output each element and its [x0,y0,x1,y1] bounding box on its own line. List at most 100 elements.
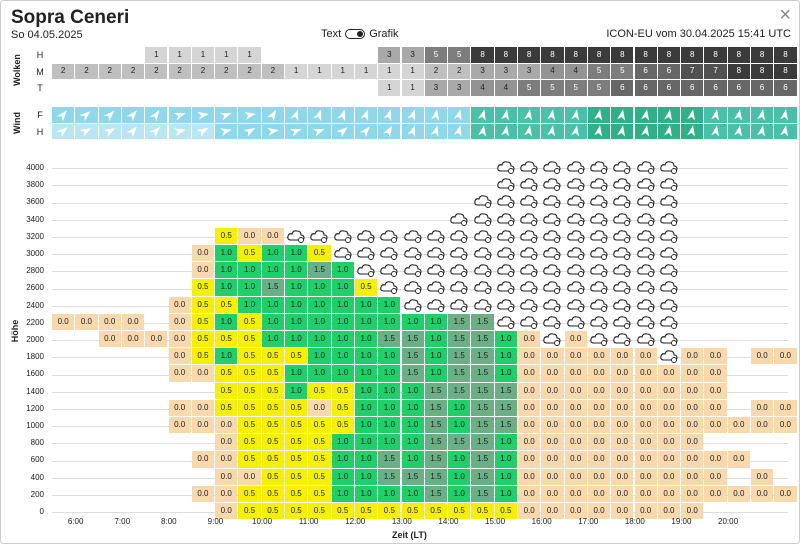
thermal-cell: 1.0 [308,348,331,365]
cloud-icon [565,159,587,175]
wind-arrow-icon [611,107,634,123]
thermal-cell: 0.5 [471,503,494,520]
cloud-cell: 3 [494,63,517,79]
thermal-cell: 0.5 [308,485,331,502]
thermal-cell: 1.0 [448,485,471,502]
thermal-cell: 1.0 [401,451,424,468]
thermal-cell: 0.0 [215,468,238,485]
thermal-cell: 0.5 [238,245,261,262]
cloud-icon [518,279,540,295]
wind-arrow-icon [448,107,471,123]
thermal-cell: 0.0 [215,417,238,434]
wind-arrow-icon [541,107,564,123]
thermal-cell: 0.0 [261,227,284,244]
thermal-cell: 1.5 [424,485,448,502]
toggle-switch[interactable] [345,29,366,39]
thermal-cell: 0.5 [215,399,238,416]
cloud-icon [611,279,633,295]
thermal-cell: 0.0 [634,451,657,468]
thermal-cell: 1.0 [331,485,354,502]
y-tick-label: 1000 [26,421,44,430]
cloud-icon [471,211,493,227]
y-tick-label: 1800 [26,352,44,362]
cloud-icon [448,245,470,261]
wind-arrow-icon [261,107,284,123]
wind-arrow-icon [145,123,168,139]
thermal-cell: 0.0 [751,417,774,434]
cloud-icon [448,262,470,278]
cloud-icon [518,159,540,175]
cloud-icon [588,331,610,347]
cloud-icon [378,245,400,261]
thermal-cell: 1.0 [285,245,308,262]
thermal-cell: 0.0 [587,451,611,468]
y-tick-label: 3600 [26,197,44,207]
wind-arrow-icon [52,107,75,123]
thermal-cell: 1.0 [331,279,354,296]
cloud-icon [565,193,587,209]
cloud-icon [635,159,657,175]
thermal-cell: 0.0 [657,503,681,520]
thermal-cell: 1.0 [378,485,401,502]
x-tick-label: 17:00 [578,517,599,526]
thermal-cell: 0.0 [727,485,750,502]
cloud-cell: 3 [401,47,424,63]
cloud-cell: 8 [541,47,564,63]
view-toggle[interactable]: Text Grafik [321,28,399,40]
wind-arrow-icon [168,123,191,139]
close-icon[interactable]: × [779,4,791,26]
x-tick-label: 7:00 [114,517,131,526]
thermal-cell: 0.0 [518,365,541,382]
thermal-cell: 1.5 [494,382,517,399]
cloud-cell: 8 [611,47,634,63]
thermal-cell: 0.0 [564,485,587,502]
thermal-cell: 1.0 [285,313,308,330]
thermal-cell: 0.0 [681,417,704,434]
thermal-cell: 0.5 [285,399,308,416]
cloud-cell: 4 [564,63,587,79]
cloud-icon [541,228,563,244]
cloud-icon [402,245,424,261]
cloud-icon [378,262,400,278]
cloud-cell: 2 [121,63,145,79]
thermal-cell: 1.5 [378,451,401,468]
thermal-cell: 0.0 [657,485,681,502]
cloud-cell [168,80,191,96]
thermal-cell: 0.0 [657,468,681,485]
thermal-cell: 1.0 [448,417,471,434]
cloud-icon [588,262,610,278]
cloud-icon [588,159,610,175]
thermal-cell: 0.0 [587,485,611,502]
thermal-cell: 0.0 [727,451,750,468]
cloud-icon [588,193,610,209]
thermal-cell: 1.0 [354,399,378,416]
thermal-cell: 0.0 [215,503,238,520]
wind-arrow-icon [98,123,121,139]
cloud-cell: 2 [98,63,121,79]
x-tick-label: 19:00 [671,517,692,526]
thermal-cell: 1.5 [424,417,448,434]
thermal-cell: 0.5 [191,348,215,365]
cloud-icon [355,262,377,278]
thermal-cell: 0.0 [75,313,98,330]
cloud-icon [635,193,657,209]
thermal-cell: 1.5 [378,468,401,485]
wind-arrow-icon [378,123,401,139]
cloud-icon [565,262,587,278]
thermal-cell: 0.0 [681,434,704,451]
thermal-cell: 1.0 [378,365,401,382]
thermal-cell: 1.0 [401,417,424,434]
x-tick-label: 20:00 [718,517,739,526]
cloud-cell: 8 [704,47,727,63]
cloud-cell [285,47,308,63]
cloud-cell [215,80,238,96]
thermal-cell: 0.0 [168,365,191,382]
cloud-icon [471,297,493,313]
thermal-cell: 0.0 [168,417,191,434]
wind-arrow-icon [751,107,774,123]
thermal-cell: 0.0 [564,417,587,434]
thermal-cell: 0.0 [611,399,634,416]
thermal-cell: 0.0 [727,417,750,434]
cloud-cell [285,80,308,96]
cloud-cell [261,80,284,96]
